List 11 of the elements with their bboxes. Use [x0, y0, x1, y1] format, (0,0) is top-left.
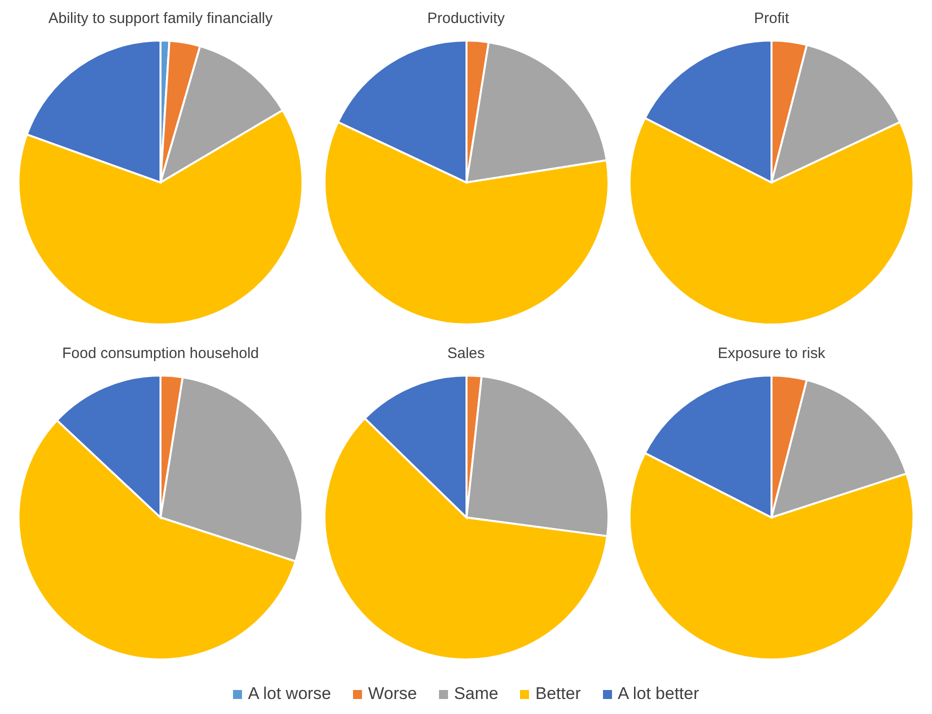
legend-label: A lot better [618, 684, 700, 704]
chart-title: Ability to support family financially [47, 9, 274, 29]
chart-title: Exposure to risk [716, 344, 826, 364]
legend-label: A lot worse [248, 684, 332, 704]
chart-title: Sales [446, 344, 486, 364]
chart-title: Profit [752, 9, 790, 29]
chart-title: Productivity [426, 9, 506, 29]
legend-label: Worse [368, 684, 417, 704]
legend-label: Same [454, 684, 498, 704]
legend-label: Better [535, 684, 581, 704]
chart-title: Food consumption household [61, 344, 260, 364]
